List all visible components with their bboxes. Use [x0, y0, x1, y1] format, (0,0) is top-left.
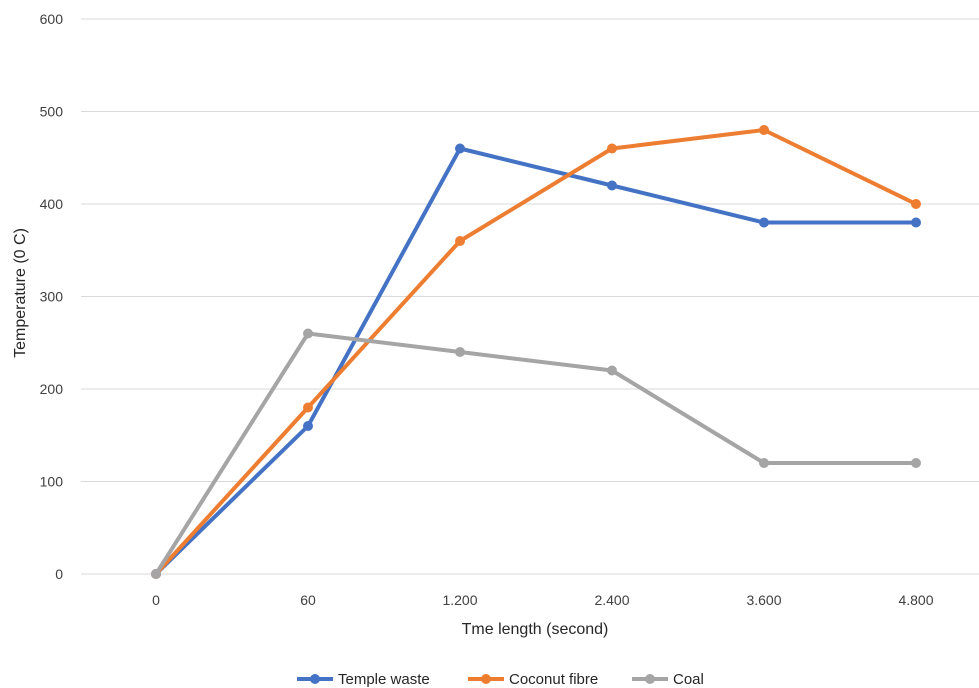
data-point — [607, 366, 617, 376]
data-point — [303, 421, 313, 431]
data-point — [607, 144, 617, 154]
legend-swatch-marker — [645, 674, 655, 684]
y-tick-label: 300 — [40, 289, 64, 305]
legend-item: Coal — [632, 671, 704, 688]
x-tick-label: 4.800 — [898, 592, 933, 608]
data-point — [911, 218, 921, 228]
gridlines — [81, 19, 979, 574]
legend-swatch-marker — [310, 674, 320, 684]
data-point — [911, 458, 921, 468]
x-tick-label: 1.200 — [442, 592, 477, 608]
series-line — [156, 334, 916, 575]
data-point — [455, 236, 465, 246]
y-tick-label: 600 — [40, 11, 64, 27]
legend-label: Coconut fibre — [509, 671, 598, 688]
y-tick-label: 100 — [40, 474, 64, 490]
y-axis-title: Temperature (0 C) — [12, 228, 29, 358]
legend-item: Temple waste — [297, 671, 430, 688]
data-point — [455, 347, 465, 357]
x-tick-label: 2.400 — [594, 592, 629, 608]
y-tick-label: 200 — [40, 381, 64, 397]
data-point — [151, 569, 161, 579]
data-point — [911, 199, 921, 209]
x-axis-title: Tme length (second) — [462, 621, 609, 638]
legend-item: Coconut fibre — [468, 671, 598, 688]
x-axis-ticks: 0 60 1.200 2.400 3.600 4.800 — [152, 592, 934, 608]
data-point — [759, 458, 769, 468]
series-coconut-fibre — [151, 125, 921, 579]
series-line — [156, 130, 916, 574]
data-point — [455, 144, 465, 154]
data-point — [607, 181, 617, 191]
legend-swatch-marker — [481, 674, 491, 684]
legend: Temple waste Coconut fibre Coal — [297, 671, 704, 688]
data-point — [303, 403, 313, 413]
y-axis-ticks: 0 100 200 300 400 500 600 — [40, 11, 64, 582]
y-tick-label: 500 — [40, 104, 64, 120]
x-tick-label: 60 — [300, 592, 316, 608]
data-point — [759, 125, 769, 135]
y-tick-label: 400 — [40, 196, 64, 212]
legend-label: Temple waste — [338, 671, 430, 688]
data-point — [759, 218, 769, 228]
legend-label: Coal — [673, 671, 704, 688]
series-layer — [151, 125, 921, 579]
x-tick-label: 3.600 — [746, 592, 781, 608]
x-tick-label: 0 — [152, 592, 160, 608]
y-tick-label: 0 — [55, 566, 63, 582]
data-point — [303, 329, 313, 339]
